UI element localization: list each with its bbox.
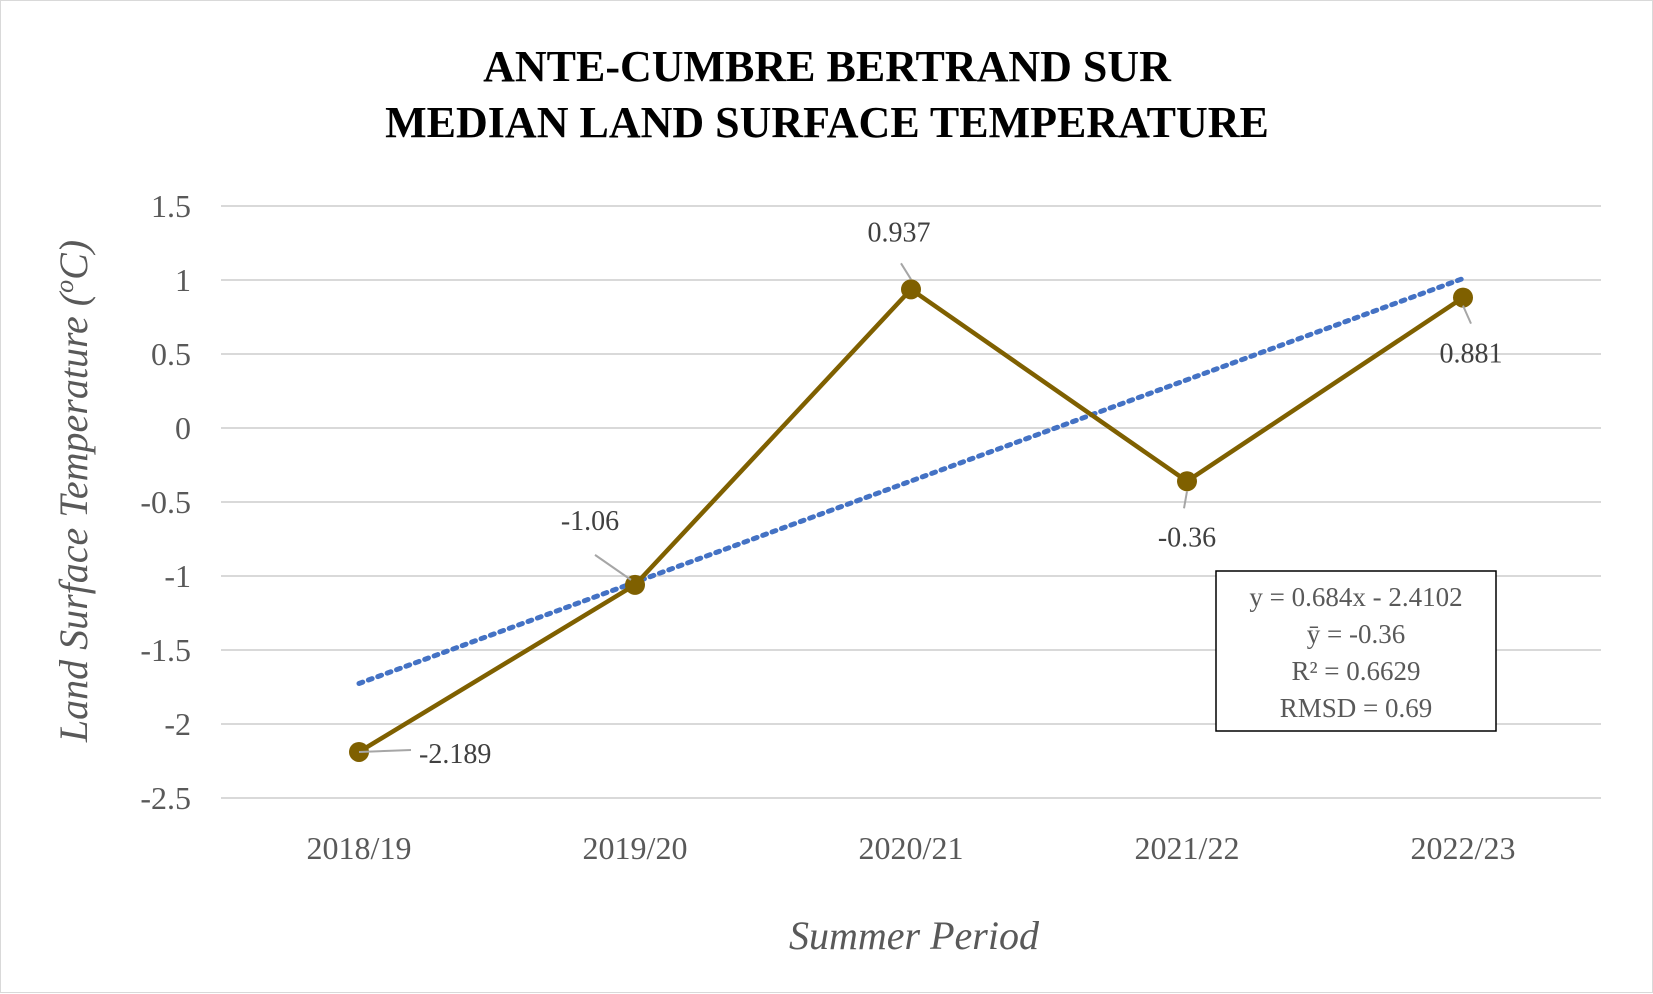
y-tick-label: -1.5 (140, 632, 191, 668)
y-axis-title-superscript: o (50, 280, 79, 293)
y-tick-label: -0.5 (140, 484, 191, 520)
data-point (1177, 471, 1197, 492)
x-tick-label: 2019/20 (583, 830, 688, 866)
x-axis-title: Summer Period (789, 913, 1040, 958)
y-tick-label: -1 (164, 558, 191, 594)
data-label: 0.881 (1440, 339, 1503, 370)
data-label-leader (594, 554, 632, 581)
stats-box: y = 0.684x - 2.4102 ȳ = -0.36 R² = 0.662… (1215, 570, 1497, 732)
data-label-leader (1462, 305, 1472, 325)
stats-mean: ȳ = -0.36 (1307, 619, 1405, 649)
y-tick-label: -2 (164, 706, 191, 742)
stats-r-squared: R² = 0.6629 (1291, 656, 1420, 686)
y-tick-label: 0.5 (151, 336, 191, 372)
x-tick-label: 2021/22 (1135, 830, 1240, 866)
y-axis-title-main: Land Surface Temperature ( (51, 290, 96, 743)
y-axis-title-tail: C) (51, 240, 96, 280)
y-tick-label: 0 (175, 410, 191, 446)
x-tick-label: 2020/21 (859, 830, 964, 866)
data-label: -2.189 (419, 739, 491, 770)
chart-title-line-2: MEDIAN LAND SURFACE TEMPERATURE (385, 98, 1269, 147)
data-labels: -2.189 -1.06 0.937 -0.36 0.881 (358, 217, 1503, 770)
trendline-layer (356, 276, 1466, 686)
y-tick-label: 1 (175, 262, 191, 298)
y-axis-ticks: 1.5 1 0.5 0 -0.5 -1 -1.5 -2 -2.5 (140, 188, 191, 816)
x-tick-label: 2022/23 (1411, 830, 1516, 866)
stats-rmsd: RMSD = 0.69 (1280, 693, 1433, 723)
trendline (356, 276, 1466, 686)
y-tick-label: -2.5 (140, 780, 191, 816)
chart-title-line-1: ANTE-CUMBRE BERTRAND SUR (483, 42, 1172, 91)
stats-box-border (1215, 570, 1497, 732)
y-axis-title: Land Surface Temperature (oC) (50, 240, 96, 743)
y-tick-label: 1.5 (151, 188, 191, 224)
data-label-leader (900, 262, 912, 280)
data-point (901, 279, 921, 300)
data-label: -0.36 (1158, 522, 1216, 553)
stats-equation: y = 0.684x - 2.4102 (1249, 582, 1462, 612)
data-point (1453, 287, 1473, 308)
x-axis-ticks: 2018/19 2019/20 2020/21 2021/22 2022/23 (307, 830, 1516, 866)
x-tick-label: 2018/19 (307, 830, 412, 866)
data-label-leader (1183, 491, 1188, 509)
data-label-leader (358, 748, 412, 753)
data-label: 0.937 (868, 217, 931, 248)
data-label: -1.06 (561, 506, 619, 537)
